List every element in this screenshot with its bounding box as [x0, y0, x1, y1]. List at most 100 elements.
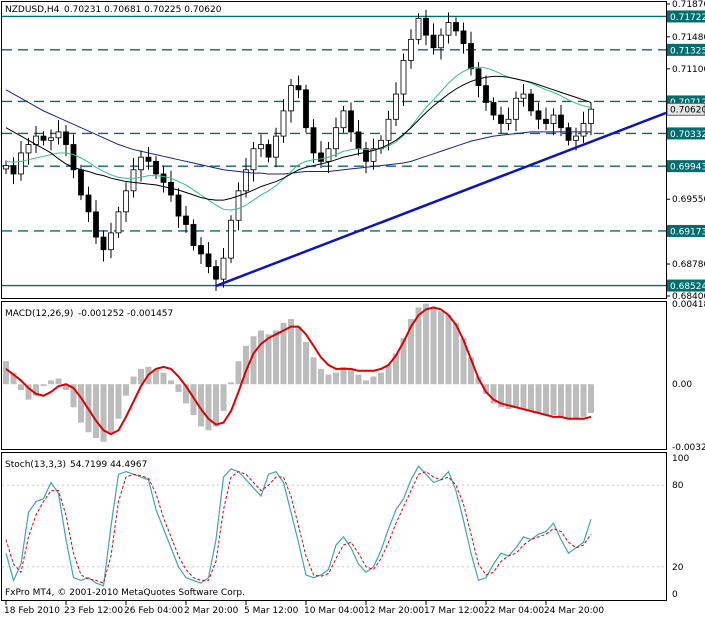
candle-body	[423, 17, 429, 36]
candle-body	[243, 169, 249, 192]
candle-body	[153, 160, 159, 175]
stoch-panel: 100 80 20 0	[2, 454, 689, 600]
candle-body	[175, 194, 182, 217]
stoch-tick-label: 100	[672, 454, 689, 464]
price-tag-label: 0.71325	[670, 46, 705, 56]
time-tick-label: 23 Feb 12:00	[64, 606, 123, 616]
macd-bar	[63, 384, 69, 390]
macd-bar	[250, 336, 257, 385]
candle-body	[190, 224, 197, 246]
candle-body	[115, 211, 122, 234]
candle-body	[280, 110, 287, 137]
candle-body	[85, 194, 92, 213]
macd-bar	[505, 384, 512, 410]
time-tick-label: 18 Feb 2010	[4, 606, 60, 616]
trendline	[215, 111, 667, 288]
macd-bar	[220, 384, 227, 412]
macd-bar	[123, 384, 129, 396]
macd-bar	[273, 330, 279, 385]
candle-body	[325, 148, 332, 162]
time-tick-label: 26 Feb 04:00	[124, 606, 183, 616]
price-tag-label: 0.70332	[670, 130, 705, 140]
macd-panel: 0.00418 0.00 -0.00327	[3, 300, 705, 453]
macd-bar	[543, 384, 549, 415]
candle-body	[573, 135, 579, 141]
candle-body	[3, 165, 9, 170]
candle-body	[48, 137, 54, 141]
candle-body	[250, 148, 257, 171]
macd-bar	[340, 366, 347, 385]
macd-tick-label: 0.00	[672, 380, 692, 390]
macd-bar	[18, 384, 24, 390]
macd-bar	[325, 374, 332, 385]
macd-bar	[535, 384, 542, 414]
macd-bar	[295, 326, 302, 385]
price-tag-label: 0.68524	[670, 282, 705, 292]
candle-body	[123, 190, 129, 213]
macd-bar	[393, 353, 399, 385]
candle-body	[265, 144, 272, 158]
candle-body	[138, 156, 144, 171]
symbol-title: NZDUSD,H4	[5, 5, 60, 15]
price-tag-box	[667, 224, 705, 237]
candle-body	[385, 118, 392, 141]
time-tick-label: 5 Mar 12:00	[244, 606, 299, 616]
macd-bar	[78, 384, 84, 423]
candle-body	[513, 97, 519, 120]
price-tag-label: 0.71722	[670, 13, 705, 23]
stoch-tick-label: 80	[672, 481, 684, 491]
macd-values: -0.001252 -0.001457	[78, 309, 173, 319]
macd-bar	[385, 365, 392, 385]
stoch-values: 54.7199 44.4967	[70, 460, 147, 470]
macd-bar	[205, 384, 212, 431]
candle-body	[160, 173, 167, 183]
candle-body	[445, 22, 452, 36]
candle-body	[273, 135, 279, 158]
macd-bar	[483, 384, 489, 394]
macd-bar	[243, 345, 249, 385]
stoch-signal-line	[5, 471, 592, 584]
stoch-tick-label: 0	[672, 590, 678, 600]
candle-body	[183, 215, 189, 225]
macd-bar	[265, 334, 272, 385]
price-tag-box	[667, 279, 705, 292]
macd-tick-label: 0.00418	[672, 300, 705, 310]
candle-body	[490, 102, 497, 116]
macd-bar	[445, 315, 452, 385]
candle-body	[438, 34, 444, 49]
time-tick-label: 2 Mar 20:00	[184, 606, 239, 616]
price-tag-box	[667, 43, 705, 56]
macd-bar	[520, 384, 527, 410]
stoch-main-line	[5, 465, 592, 587]
macd-bar	[528, 384, 534, 412]
macd-bar	[310, 357, 317, 385]
macd-bar	[288, 318, 294, 385]
candle-body	[258, 144, 264, 150]
time-tick-label: 24 Mar 20:00	[544, 606, 604, 616]
candle-body	[70, 144, 77, 171]
candle-body	[580, 123, 587, 137]
price-tag-box	[667, 127, 705, 140]
candle-body	[453, 22, 459, 32]
price-tag-label: 0.69173	[670, 227, 705, 237]
macd-bar	[70, 384, 77, 408]
candle-body	[55, 131, 62, 139]
candle-body	[145, 156, 152, 162]
time-tick-label: 22 Mar 04:00	[484, 606, 544, 616]
candle-body	[340, 110, 347, 129]
macd-bar	[468, 357, 474, 385]
candle-body	[220, 257, 227, 280]
time-tick-label: 10 Mar 04:00	[304, 606, 364, 616]
candle-body	[10, 165, 17, 175]
candle-body	[310, 127, 317, 154]
candle-body	[235, 190, 242, 221]
macd-bar	[423, 303, 429, 385]
macd-bar	[160, 372, 167, 385]
candle-body	[520, 93, 527, 99]
macd-bar	[228, 382, 234, 385]
candle-body	[558, 114, 564, 129]
